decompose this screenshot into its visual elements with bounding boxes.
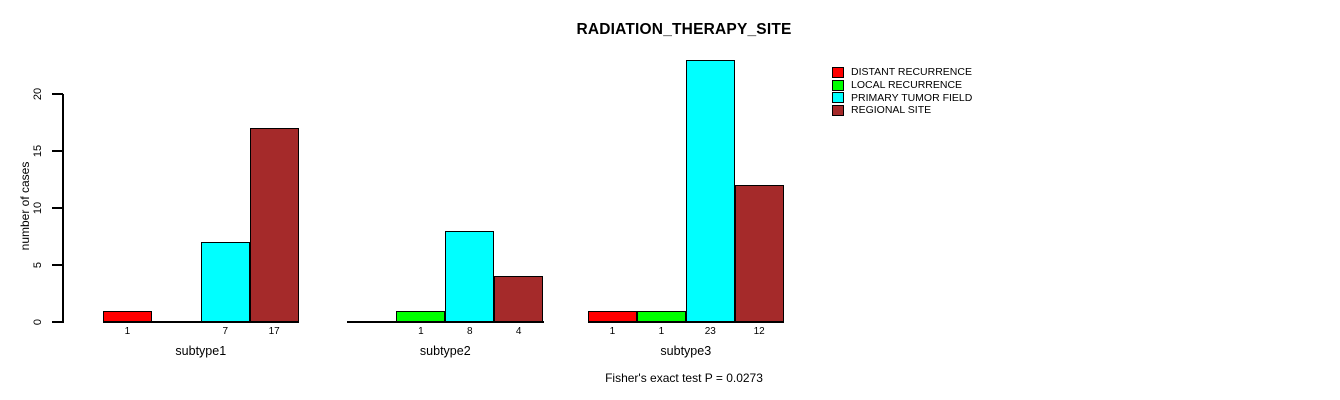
- bar-value-label: 7: [222, 326, 229, 337]
- group-baseline: [587, 321, 785, 323]
- legend-swatch-regional-site: [832, 104, 844, 116]
- x-axis-category-label: subtype1: [175, 344, 227, 358]
- bar-value-label: 1: [658, 326, 665, 337]
- x-axis-category-label: subtype3: [660, 344, 712, 358]
- bar-local-recurrence-subtype3: [636, 310, 686, 322]
- bar-regional-site-subtype2: [494, 276, 544, 322]
- bar-value-label: 8: [466, 326, 473, 337]
- bar-local-recurrence-subtype2: [396, 310, 446, 322]
- y-axis-tick-label: 10: [32, 201, 44, 215]
- legend-swatch-local-recurrence: [832, 79, 844, 91]
- y-axis-tick: [52, 93, 63, 95]
- bar-value-label: 1: [124, 326, 131, 337]
- legend: DISTANT RECURRENCE LOCAL RECURRENCE PRIMAR…: [832, 66, 972, 117]
- legend-swatch-distant-recurrence: [832, 66, 844, 78]
- legend-label: DISTANT RECURRENCE: [851, 66, 972, 79]
- legend-swatch-primary-tumor-field: [832, 92, 844, 104]
- y-axis-tick: [52, 207, 63, 209]
- y-axis-tick: [52, 264, 63, 266]
- bar-regional-site-subtype1: [249, 128, 299, 322]
- bar-primary-tumor-field-subtype2: [445, 230, 495, 322]
- y-axis-tick: [52, 150, 63, 152]
- fisher-test-annotation: Fisher's exact test P = 0.0273: [605, 371, 763, 385]
- y-axis-tick-label: 15: [32, 144, 44, 158]
- y-axis-label: number of cases: [18, 161, 32, 251]
- bar-primary-tumor-field-subtype3: [685, 59, 735, 322]
- y-axis-tick-label: 0: [32, 318, 44, 326]
- bar-value-label: 12: [753, 326, 765, 337]
- legend-label: REGIONAL SITE: [851, 104, 932, 117]
- y-axis-tick-label: 5: [32, 261, 44, 269]
- chart-title: RADIATION_THERAPY_SITE: [576, 21, 792, 38]
- bar-value-label: 23: [704, 326, 716, 337]
- group-baseline: [347, 321, 544, 323]
- group-baseline: [102, 321, 300, 323]
- y-axis-tick: [52, 321, 63, 323]
- bar-value-label: 1: [609, 326, 616, 337]
- legend-item: LOCAL RECURRENCE: [832, 79, 972, 92]
- legend-label: LOCAL RECURRENCE: [851, 79, 963, 92]
- bar-value-label: 4: [515, 326, 522, 337]
- legend-item: PRIMARY TUMOR FIELD: [832, 91, 972, 104]
- legend-item: DISTANT RECURRENCE: [832, 66, 972, 79]
- bar-distant-recurrence-subtype3: [588, 310, 637, 322]
- x-axis-category-label: subtype2: [419, 344, 471, 358]
- bar-value-label: 17: [268, 326, 280, 337]
- legend-item: REGIONAL SITE: [832, 104, 972, 117]
- legend-label: PRIMARY TUMOR FIELD: [851, 91, 973, 104]
- y-axis-tick-label: 20: [32, 87, 44, 101]
- bar-distant-recurrence-subtype1: [103, 310, 152, 322]
- bar-value-label: 1: [418, 326, 424, 337]
- bar-regional-site-subtype3: [734, 185, 784, 322]
- bar-primary-tumor-field-subtype1: [200, 242, 250, 322]
